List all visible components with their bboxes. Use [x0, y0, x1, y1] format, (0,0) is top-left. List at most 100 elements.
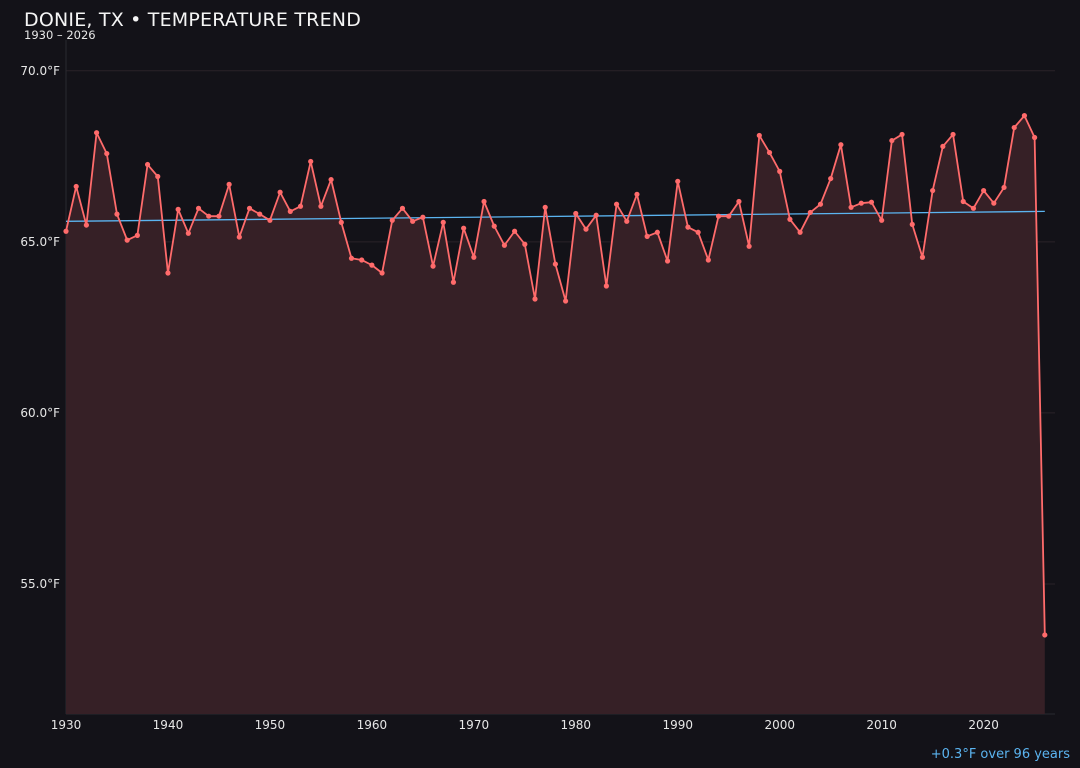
data-point [981, 187, 987, 194]
data-point [828, 175, 834, 182]
data-point [950, 131, 956, 138]
data-point [399, 205, 406, 211]
data-point [797, 229, 803, 235]
data-point [766, 149, 773, 156]
data-point [491, 223, 497, 229]
x-tick-label: 1980 [561, 718, 592, 732]
data-point [603, 283, 609, 289]
data-point [297, 203, 304, 209]
data-point [634, 191, 640, 197]
data-point [1011, 124, 1017, 131]
data-point [308, 158, 314, 165]
data-point [756, 132, 762, 139]
data-point [593, 212, 599, 218]
data-point [817, 201, 824, 207]
data-point [960, 198, 966, 205]
x-tick-label: 1940 [153, 718, 184, 732]
data-point [185, 230, 191, 236]
x-tick-label: 2000 [764, 718, 795, 732]
data-point [777, 168, 783, 174]
data-point [726, 213, 732, 219]
data-point [93, 130, 100, 136]
data-point [226, 181, 232, 187]
data-point [175, 206, 181, 212]
data-point [195, 205, 202, 211]
data-point [246, 205, 253, 211]
data-point [461, 225, 467, 231]
data-point [287, 208, 293, 215]
trend-annotation: +0.3°F over 96 years [930, 747, 1070, 762]
data-point [624, 218, 630, 224]
data-point [440, 219, 446, 225]
data-point [206, 213, 212, 219]
data-point [216, 213, 222, 219]
data-point [359, 257, 365, 263]
data-point [471, 254, 477, 260]
data-point [868, 199, 875, 205]
x-tick-label: 1970 [459, 718, 490, 732]
data-point [328, 176, 334, 183]
data-point [838, 142, 844, 148]
data-point [746, 243, 752, 249]
data-point [1042, 632, 1048, 638]
y-tick-label: 60.0°F [20, 406, 60, 420]
data-point [318, 203, 324, 209]
data-point [532, 296, 538, 302]
data-point [940, 143, 946, 150]
data-point [1021, 113, 1028, 119]
data-point [675, 178, 681, 184]
data-point [104, 150, 110, 157]
data-point [848, 204, 854, 210]
data-point [420, 214, 426, 220]
data-point [512, 228, 518, 234]
data-point [654, 229, 660, 235]
data-point [879, 217, 885, 223]
data-point [124, 237, 130, 243]
data-point [277, 189, 283, 195]
data-point [83, 222, 89, 228]
data-point [1032, 134, 1038, 141]
data-point [664, 258, 671, 264]
x-tick-label: 1960 [357, 718, 388, 732]
data-point [970, 205, 977, 211]
data-point [695, 229, 701, 235]
data-point [583, 226, 589, 232]
data-point [1001, 184, 1007, 191]
data-point [685, 224, 691, 230]
data-point [522, 241, 528, 247]
x-tick-label: 2010 [866, 718, 897, 732]
data-point [501, 242, 508, 248]
y-tick-label: 65.0°F [20, 235, 60, 249]
data-point [613, 201, 620, 207]
data-point [134, 232, 140, 238]
data-point [267, 217, 273, 223]
data-point [63, 228, 69, 234]
data-point [481, 198, 487, 205]
data-point [114, 211, 120, 217]
data-point [909, 221, 915, 228]
data-point [430, 263, 436, 269]
data-point [389, 217, 395, 223]
data-point [379, 270, 385, 276]
y-tick-label: 55.0°F [20, 577, 60, 591]
x-tick-label: 1930 [51, 718, 82, 732]
data-point [736, 198, 742, 205]
x-tick-label: 2020 [968, 718, 999, 732]
data-point [348, 255, 355, 261]
data-point [919, 254, 926, 260]
data-point [573, 210, 579, 217]
data-point [369, 262, 375, 268]
data-point [889, 137, 895, 144]
data-point [450, 279, 457, 285]
data-point [144, 161, 151, 168]
data-point [899, 131, 905, 138]
data-point [257, 211, 263, 217]
data-point [155, 173, 161, 180]
data-point [410, 218, 416, 224]
data-point [644, 233, 650, 239]
data-point [930, 187, 936, 194]
chart-subtitle: 1930 – 2026 [24, 28, 96, 42]
trend-line [65, 210, 1045, 222]
data-point [715, 213, 722, 219]
